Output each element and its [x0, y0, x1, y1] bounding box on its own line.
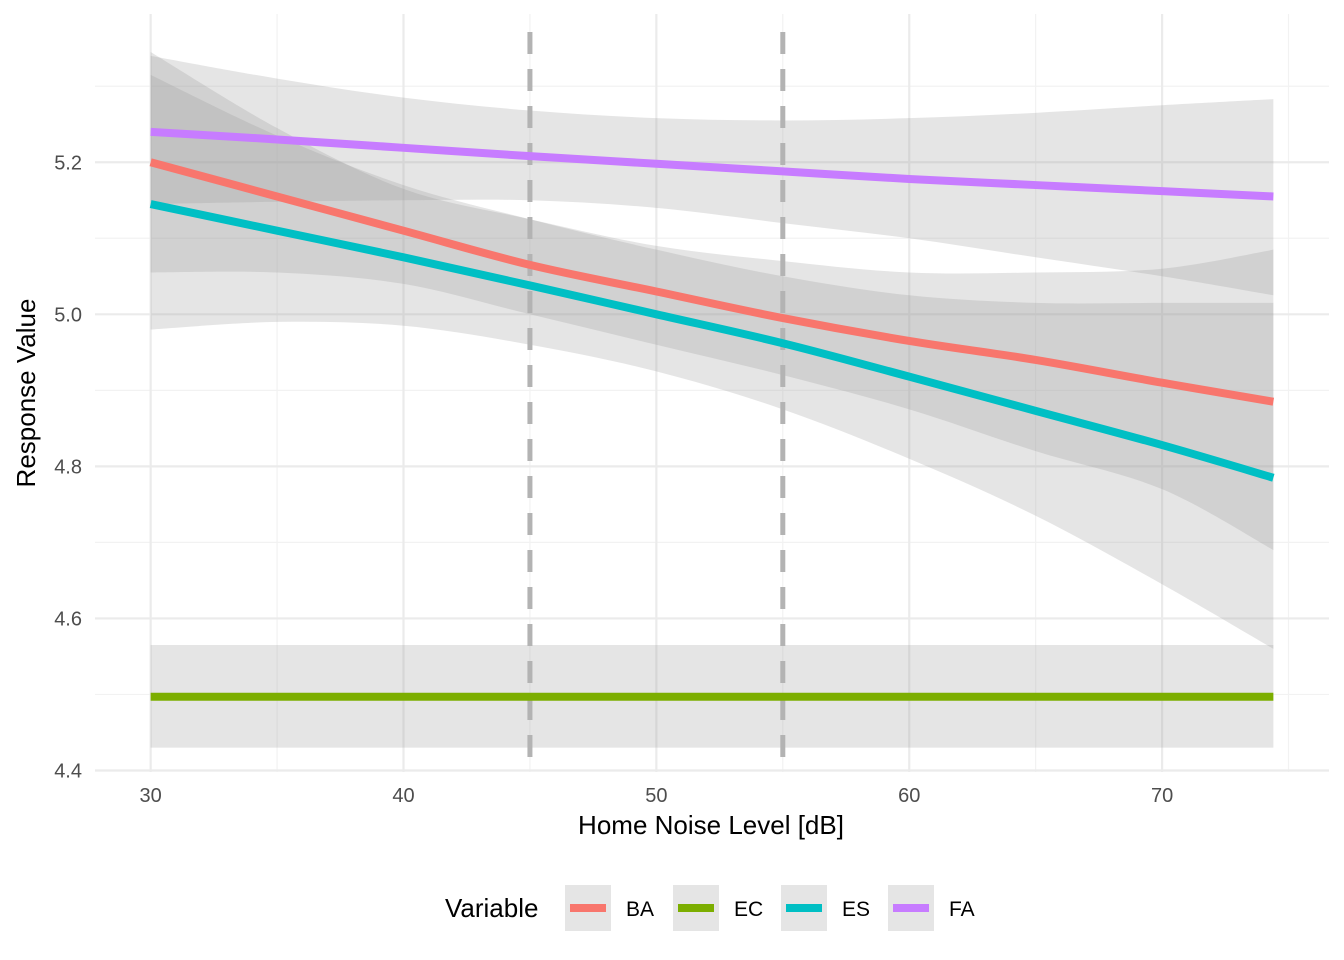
x-tick-label: 60	[898, 785, 920, 807]
legend: Variable BA EC ES FA	[445, 885, 975, 931]
y-axis-title: Response Value	[11, 299, 41, 488]
legend-item-es: ES	[781, 885, 870, 931]
line-es	[149, 200, 1275, 482]
y-tick-label: 4.8	[54, 456, 82, 478]
x-tick-label: 40	[392, 785, 414, 807]
x-axis-title: Home Noise Level [dB]	[578, 810, 844, 840]
legend-title: Variable	[445, 893, 538, 923]
y-tick-label: 4.4	[54, 760, 82, 782]
y-tick-label: 5.2	[54, 152, 82, 174]
series-lines	[149, 127, 1275, 701]
y-tick-label: 5.0	[54, 304, 82, 326]
legend-item-fa: FA	[888, 885, 975, 931]
legend-keys: BA EC ES FA	[565, 885, 975, 931]
y-tick-label: 4.6	[54, 608, 82, 630]
y-axis-ticks: 4.4 4.6 4.8 5.0 5.2	[54, 152, 82, 782]
grid-major	[95, 14, 1329, 772]
ribbon-fa	[150, 55, 1274, 296]
ribbon-es	[150, 74, 1274, 649]
confidence-ribbons	[150, 52, 1274, 748]
x-axis-ticks: 30 40 50 60 70	[140, 785, 1174, 807]
legend-item-ba: BA	[565, 885, 654, 931]
legend-label-ba: BA	[626, 898, 654, 921]
x-tick-label: 30	[140, 785, 162, 807]
legend-label-ec: EC	[734, 898, 763, 921]
line-ba	[149, 158, 1275, 406]
legend-item-ec: EC	[673, 885, 763, 931]
legend-label-es: ES	[842, 898, 870, 921]
x-tick-label: 70	[1151, 785, 1173, 807]
line-fa	[150, 127, 1274, 201]
x-tick-label: 50	[645, 785, 667, 807]
legend-label-fa: FA	[949, 898, 975, 921]
